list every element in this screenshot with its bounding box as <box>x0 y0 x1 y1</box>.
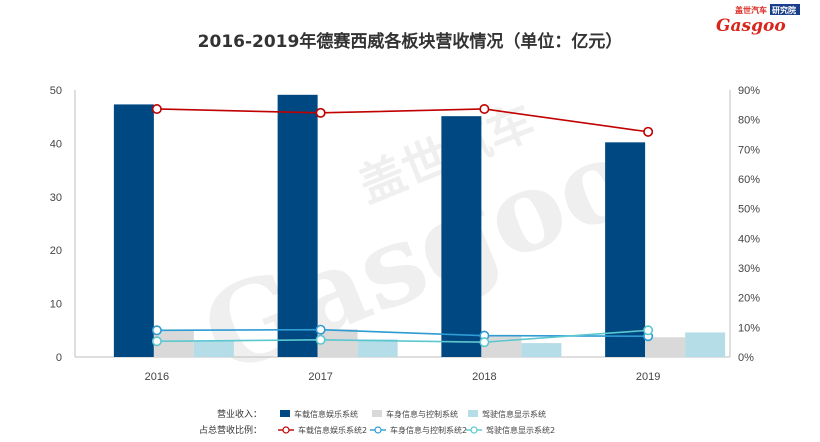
right-tick-label: 30% <box>738 263 760 275</box>
legend-entry: 驾驶信息显示系统2 <box>486 425 555 435</box>
legend-entry: 车身信息与控制系统 <box>386 409 458 419</box>
series-line <box>156 108 649 133</box>
legend-entry: 车载信息娱乐系统 <box>294 409 358 419</box>
data-point <box>151 325 162 336</box>
series-line <box>156 329 649 343</box>
left-tick-label: 50 <box>50 85 62 97</box>
left-tick-label: 40 <box>50 138 62 150</box>
data-point <box>643 126 654 137</box>
right-tick-label: 80% <box>738 115 760 127</box>
data-point <box>479 103 490 114</box>
bar <box>277 94 318 357</box>
bar <box>605 142 646 357</box>
right-tick-label: 40% <box>738 233 760 245</box>
bar <box>441 116 482 357</box>
left-y-ticks: 0 10 20 30 40 50 <box>50 85 62 364</box>
legend-swatch <box>468 410 478 417</box>
logo-cn-name: 盖世汽车 <box>735 5 767 15</box>
legend-row2-label: 占总营收比例： <box>199 424 262 436</box>
legend-entry: 车身信息与控制系统2 <box>390 425 467 435</box>
bar <box>113 104 154 357</box>
right-tick-label: 50% <box>738 204 760 216</box>
data-point <box>151 103 162 114</box>
right-tick-label: 0% <box>738 352 754 364</box>
right-tick-label: 20% <box>738 293 760 305</box>
chart-title: 2016-2019年德赛西威各板块营收情况（单位：亿元） <box>198 31 623 52</box>
right-tick-label: 70% <box>738 144 760 156</box>
right-tick-label: 10% <box>738 322 760 334</box>
legend-entry: 车载信息娱乐系统2 <box>298 425 367 435</box>
x-tick-label: 2016 <box>145 371 169 383</box>
legend-swatch <box>280 410 290 417</box>
legend-row1-label: 营业收入： <box>217 408 262 420</box>
gasgoo-logo: 盖世汽车 研究院 Gasgoo <box>716 4 800 36</box>
watermark: 盖世汽车 Gasgoo <box>185 94 651 399</box>
left-tick-label: 10 <box>50 299 62 311</box>
bar <box>685 332 726 357</box>
x-tick-label: 2017 <box>308 371 332 383</box>
right-tick-label: 60% <box>738 174 760 186</box>
data-point <box>151 336 162 347</box>
right-y-ticks: 0% 10% 20% 30% 40% 50% 60% 70% 80% 90% <box>738 85 760 364</box>
logo-en-name: Gasgoo <box>716 16 786 36</box>
data-point <box>643 325 654 336</box>
bar <box>521 343 562 357</box>
data-point <box>479 337 490 348</box>
bar <box>645 337 686 357</box>
legend-entry: 驾驶信息显示系统 <box>482 409 546 419</box>
legend-marker <box>470 426 478 434</box>
legend-marker <box>282 426 290 434</box>
right-tick-label: 90% <box>738 85 760 97</box>
legend-marker <box>374 426 382 434</box>
logo-tag-bg <box>770 4 800 15</box>
left-tick-label: 20 <box>50 245 62 257</box>
legend-swatch <box>372 410 382 417</box>
bars <box>113 94 726 357</box>
bar <box>193 340 234 357</box>
data-point <box>315 324 326 335</box>
left-tick-label: 0 <box>56 352 62 364</box>
x-ticks: 2016 2017 2018 2019 <box>145 371 661 383</box>
data-point <box>315 107 326 118</box>
data-point <box>315 334 326 345</box>
bar <box>357 339 398 357</box>
x-tick-label: 2019 <box>636 371 660 383</box>
left-tick-label: 30 <box>50 192 62 204</box>
x-tick-label: 2018 <box>472 371 496 383</box>
legend: 营业收入： 占总营收比例： 车载信息娱乐系统 车身信息与控制系统 驾驶信息显示系统车… <box>199 408 555 436</box>
logo-cn-tag: 研究院 <box>772 5 796 15</box>
lines <box>151 103 654 348</box>
